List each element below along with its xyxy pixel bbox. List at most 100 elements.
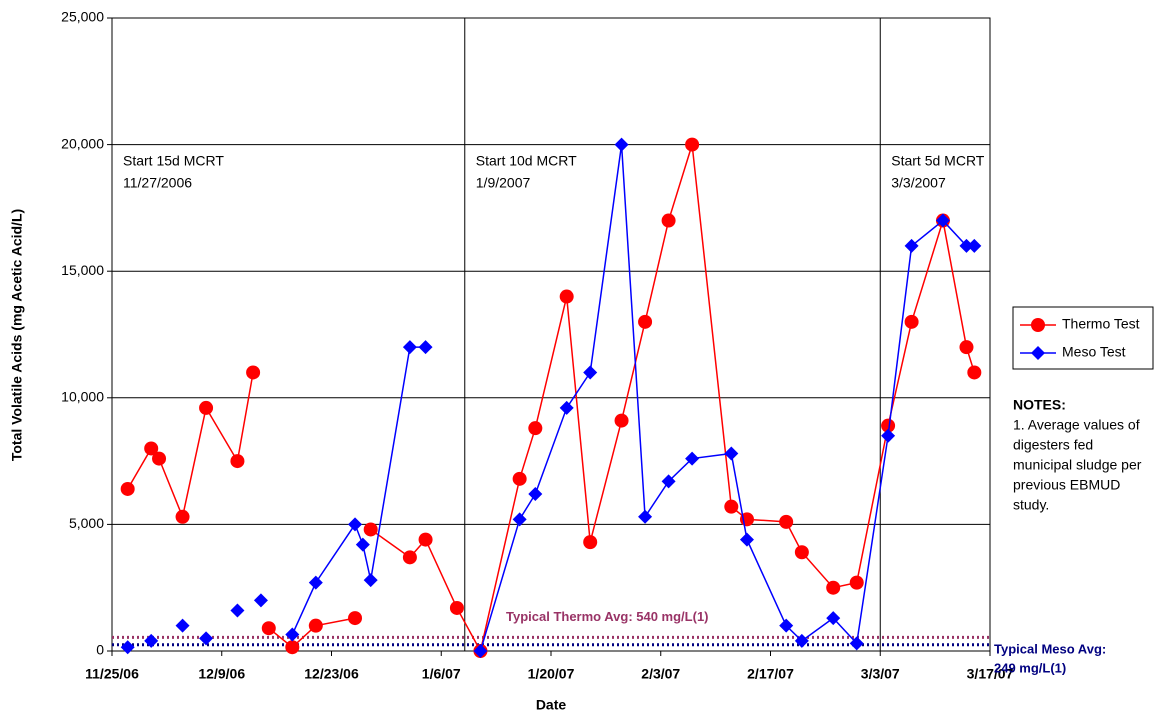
data-point <box>685 137 700 152</box>
y-tick-label: 5,000 <box>69 515 104 531</box>
legend-box <box>1012 306 1154 370</box>
data-point <box>308 618 323 633</box>
data-point <box>724 446 739 461</box>
data-point <box>638 509 653 524</box>
data-point <box>904 314 919 329</box>
data-point <box>583 535 598 550</box>
data-point <box>348 517 363 532</box>
data-point <box>528 421 543 436</box>
phase-label: 11/27/2006 <box>123 175 192 191</box>
data-point <box>120 481 135 496</box>
y-tick-label: 20,000 <box>61 135 104 151</box>
data-point <box>881 418 896 433</box>
data-point <box>418 340 433 355</box>
data-point <box>739 532 754 547</box>
phase-label: Start 15d MCRT <box>123 153 224 169</box>
data-point <box>199 400 214 415</box>
data-point <box>246 365 261 380</box>
data-point <box>363 573 378 588</box>
data-point <box>120 640 135 655</box>
reference-label: 249 mg/L(1) <box>994 660 1066 675</box>
note-line: previous EBMUD <box>1013 477 1120 493</box>
phase-label: Start 5d MCRT <box>891 153 985 169</box>
y-tick-label: 15,000 <box>61 262 104 278</box>
data-point <box>826 580 841 595</box>
legend-label: Thermo Test <box>1062 316 1140 332</box>
x-tick-label: 3/17/07 <box>967 666 1014 682</box>
phase-label: Start 10d MCRT <box>476 153 577 169</box>
data-point <box>402 550 417 565</box>
data-point <box>418 532 433 547</box>
legend-marker <box>1031 318 1045 332</box>
notes-title: NOTES: <box>1013 397 1066 413</box>
data-point <box>528 487 543 502</box>
data-point <box>144 633 159 648</box>
data-point <box>261 621 276 636</box>
data-point <box>967 238 982 253</box>
data-point <box>308 575 323 590</box>
data-point <box>175 509 190 524</box>
data-point <box>512 471 527 486</box>
data-point <box>724 499 739 514</box>
data-point <box>849 636 864 651</box>
phase-label: 1/9/2007 <box>476 175 531 191</box>
reference-label: Typical Thermo Avg: 540 mg/L(1) <box>506 609 709 624</box>
data-point <box>253 593 268 608</box>
data-point <box>661 213 676 228</box>
data-point <box>175 618 190 633</box>
x-tick-label: 1/6/07 <box>422 666 461 682</box>
phase-label: 3/3/2007 <box>891 175 946 191</box>
data-point <box>614 137 629 152</box>
data-point <box>904 238 919 253</box>
data-point <box>849 575 864 590</box>
data-point <box>144 441 159 456</box>
data-point <box>794 633 809 648</box>
y-tick-label: 10,000 <box>61 389 104 405</box>
data-point <box>363 522 378 537</box>
note-line: 1. Average values of <box>1013 417 1140 433</box>
data-point <box>348 611 363 626</box>
x-tick-label: 2/3/07 <box>641 666 680 682</box>
data-point <box>967 365 982 380</box>
legend-label: Meso Test <box>1062 344 1126 360</box>
data-point <box>559 289 574 304</box>
x-tick-label: 3/3/07 <box>861 666 900 682</box>
y-tick-label: 0 <box>96 642 104 658</box>
note-line: digesters fed <box>1013 437 1093 453</box>
data-point <box>512 512 527 527</box>
data-point <box>638 314 653 329</box>
y-axis-title: Total Volatile Acids (mg Acetic Acid/L) <box>9 209 25 461</box>
legend-marker <box>1031 346 1045 360</box>
data-point <box>685 451 700 466</box>
data-point <box>230 603 245 618</box>
x-tick-label: 11/25/06 <box>85 666 139 682</box>
data-point <box>826 611 841 626</box>
data-point <box>779 514 794 529</box>
data-point <box>449 600 464 615</box>
note-line: study. <box>1013 497 1049 513</box>
x-axis-title: Date <box>536 697 567 713</box>
reference-label: Typical Meso Avg: <box>994 641 1106 656</box>
data-point <box>473 644 488 658</box>
data-point <box>794 545 809 560</box>
data-point <box>355 537 370 552</box>
data-point <box>285 627 300 642</box>
data-point <box>199 631 214 646</box>
data-point <box>402 340 417 355</box>
x-tick-label: 12/9/06 <box>198 666 245 682</box>
data-point <box>661 474 676 489</box>
data-point <box>152 451 167 466</box>
x-tick-label: 1/20/07 <box>528 666 575 682</box>
data-point <box>959 238 974 253</box>
y-tick-label: 25,000 <box>61 9 104 25</box>
data-point <box>935 213 950 228</box>
data-point <box>779 618 794 633</box>
x-tick-label: 12/23/06 <box>304 666 359 682</box>
note-line: municipal sludge per <box>1013 457 1142 473</box>
data-point <box>559 400 574 415</box>
x-tick-label: 2/17/07 <box>747 666 794 682</box>
data-point <box>285 640 300 655</box>
data-point <box>959 340 974 355</box>
